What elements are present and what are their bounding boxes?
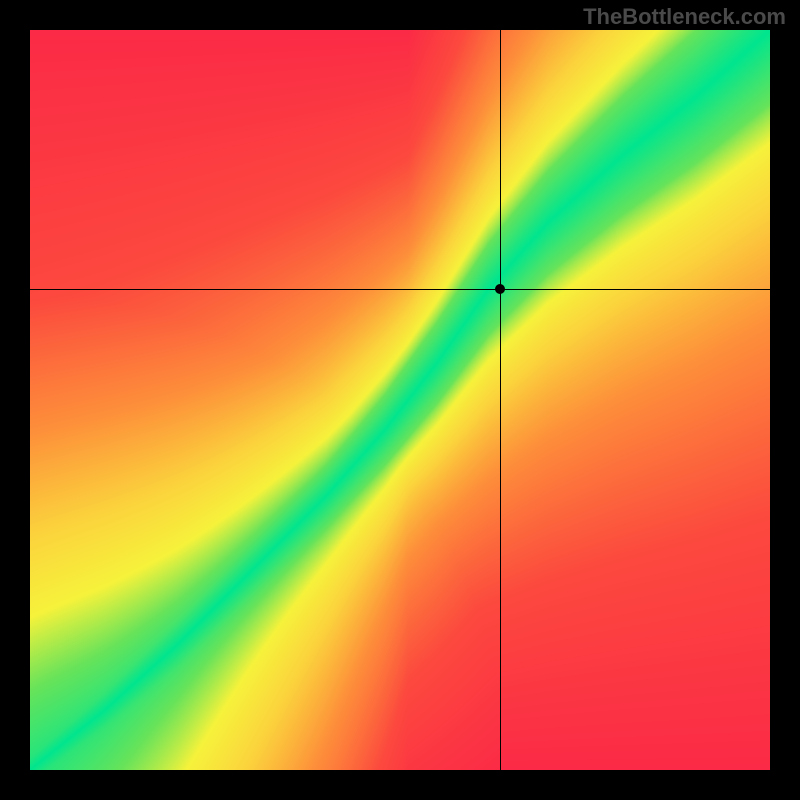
heatmap-plot bbox=[30, 30, 770, 770]
crosshair-vertical bbox=[500, 30, 501, 770]
heatmap-canvas bbox=[30, 30, 770, 770]
crosshair-horizontal bbox=[30, 289, 770, 290]
watermark-text: TheBottleneck.com bbox=[583, 4, 786, 30]
crosshair-marker bbox=[495, 284, 505, 294]
